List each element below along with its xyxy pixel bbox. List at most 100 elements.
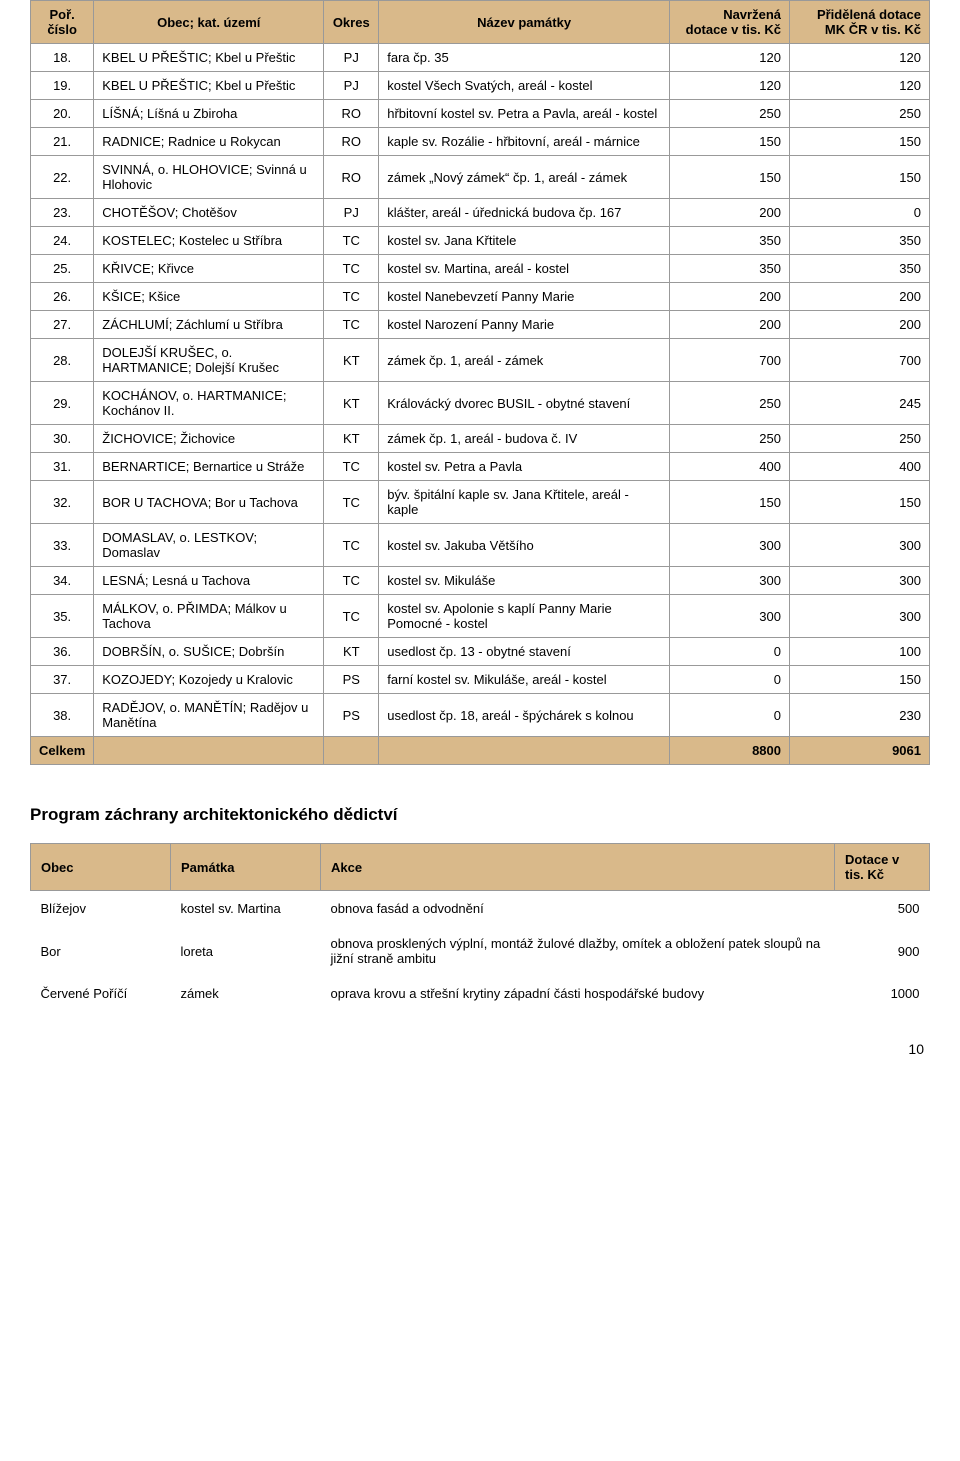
- cell-navr: 200: [670, 199, 790, 227]
- cell-navr: 300: [670, 595, 790, 638]
- total-prid: 9061: [790, 737, 930, 765]
- cell-okres: RO: [324, 100, 379, 128]
- cell-okres: KT: [324, 339, 379, 382]
- cell-obec: KOCHÁNOV, o. HARTMANICE; Kochánov II.: [94, 382, 324, 425]
- cell-okres: KT: [324, 638, 379, 666]
- cell-prid: 350: [790, 227, 930, 255]
- th-por: Poř. číslo: [31, 1, 94, 44]
- cell-navr: 350: [670, 255, 790, 283]
- cell-por: 26.: [31, 283, 94, 311]
- th-nazev: Název památky: [379, 1, 670, 44]
- cell-navr: 200: [670, 311, 790, 339]
- cell-obec: DOMASLAV, o. LESTKOV; Domaslav: [94, 524, 324, 567]
- table-row: 35.MÁLKOV, o. PŘIMDA; Málkov u TachovaTC…: [31, 595, 930, 638]
- cell-por: 31.: [31, 453, 94, 481]
- th-obec: Obec; kat. území: [94, 1, 324, 44]
- table-row: 21.RADNICE; Radnice u RokycanROkaple sv.…: [31, 128, 930, 156]
- cell-por: 38.: [31, 694, 94, 737]
- cell-nazev: býv. špitální kaple sv. Jana Křtitele, a…: [379, 481, 670, 524]
- cell2-akce: obnova prosklených výplní, montáž žulové…: [321, 926, 835, 976]
- table-row: Červené Poříčízámekoprava krovu a střešn…: [31, 976, 930, 1011]
- cell-prid: 0: [790, 199, 930, 227]
- cell-por: 27.: [31, 311, 94, 339]
- total-label: Celkem: [31, 737, 94, 765]
- cell-por: 33.: [31, 524, 94, 567]
- cell2-akce: obnova fasád a odvodnění: [321, 891, 835, 927]
- cell-obec: ŽICHOVICE; Žichovice: [94, 425, 324, 453]
- cell-navr: 120: [670, 72, 790, 100]
- cell-nazev: kostel sv. Jakuba Většího: [379, 524, 670, 567]
- cell-prid: 120: [790, 72, 930, 100]
- cell-por: 34.: [31, 567, 94, 595]
- cell-navr: 400: [670, 453, 790, 481]
- table-row: 30.ŽICHOVICE; ŽichoviceKTzámek čp. 1, ar…: [31, 425, 930, 453]
- cell2-akce: oprava krovu a střešní krytiny západní č…: [321, 976, 835, 1011]
- table-row: 23.CHOTĚŠOV; ChotěšovPJklášter, areál - …: [31, 199, 930, 227]
- cell2-obec: Blížejov: [31, 891, 171, 927]
- cell-obec: RADNICE; Radnice u Rokycan: [94, 128, 324, 156]
- section-title: Program záchrany architektonického dědic…: [30, 805, 930, 825]
- cell-okres: KT: [324, 382, 379, 425]
- cell-navr: 150: [670, 156, 790, 199]
- table-row: 24.KOSTELEC; Kostelec u StříbraTCkostel …: [31, 227, 930, 255]
- cell-nazev: kostel sv. Jana Křtitele: [379, 227, 670, 255]
- cell-prid: 350: [790, 255, 930, 283]
- cell-nazev: kostel sv. Petra a Pavla: [379, 453, 670, 481]
- cell-obec: KŠICE; Kšice: [94, 283, 324, 311]
- cell-prid: 150: [790, 156, 930, 199]
- cell-okres: RO: [324, 128, 379, 156]
- cell-nazev: kaple sv. Rozálie - hřbitovní, areál - m…: [379, 128, 670, 156]
- table-row: 20.LÍŠNÁ; Líšná u ZbirohaROhřbitovní kos…: [31, 100, 930, 128]
- th2-obec: Obec: [31, 844, 171, 891]
- cell-obec: SVINNÁ, o. HLOHOVICE; Svinná u Hlohovic: [94, 156, 324, 199]
- cell-navr: 350: [670, 227, 790, 255]
- cell-obec: MÁLKOV, o. PŘIMDA; Málkov u Tachova: [94, 595, 324, 638]
- cell-por: 37.: [31, 666, 94, 694]
- cell-navr: 700: [670, 339, 790, 382]
- cell-obec: KŘIVCE; Křivce: [94, 255, 324, 283]
- table-row: 28.DOLEJŠÍ KRUŠEC, o. HARTMANICE; Dolejš…: [31, 339, 930, 382]
- cell-por: 21.: [31, 128, 94, 156]
- cell-nazev: kostel Všech Svatých, areál - kostel: [379, 72, 670, 100]
- cell-okres: TC: [324, 524, 379, 567]
- cell-obec: BOR U TACHOVA; Bor u Tachova: [94, 481, 324, 524]
- cell-por: 25.: [31, 255, 94, 283]
- cell-okres: PJ: [324, 44, 379, 72]
- cell2-pam: loreta: [171, 926, 321, 976]
- main-table: Poř. číslo Obec; kat. území Okres Název …: [30, 0, 930, 765]
- table-row: 36.DOBRŠÍN, o. SUŠICE; DobršínKTusedlost…: [31, 638, 930, 666]
- cell-obec: DOBRŠÍN, o. SUŠICE; Dobršín: [94, 638, 324, 666]
- cell-por: 36.: [31, 638, 94, 666]
- th-prid: Přidělená dotace MK ČR v tis. Kč: [790, 1, 930, 44]
- cell-prid: 200: [790, 283, 930, 311]
- secondary-table: Obec Památka Akce Dotace v tis. Kč Blíže…: [30, 843, 930, 1011]
- cell-navr: 0: [670, 666, 790, 694]
- cell-nazev: kostel sv. Apolonie s kaplí Panny Marie …: [379, 595, 670, 638]
- table-total-row: Celkem88009061: [31, 737, 930, 765]
- table-row: 22.SVINNÁ, o. HLOHOVICE; Svinná u Hlohov…: [31, 156, 930, 199]
- cell-por: 35.: [31, 595, 94, 638]
- cell-prid: 300: [790, 595, 930, 638]
- table-row: 37.KOZOJEDY; Kozojedy u KralovicPSfarní …: [31, 666, 930, 694]
- cell-nazev: usedlost čp. 18, areál - špýchárek s kol…: [379, 694, 670, 737]
- cell-nazev: zámek čp. 1, areál - zámek: [379, 339, 670, 382]
- table-row: 34.LESNÁ; Lesná u TachovaTCkostel sv. Mi…: [31, 567, 930, 595]
- cell-okres: TC: [324, 595, 379, 638]
- cell-okres: PJ: [324, 72, 379, 100]
- cell2-dot: 1000: [835, 976, 930, 1011]
- cell-prid: 250: [790, 425, 930, 453]
- cell-nazev: zámek čp. 1, areál - budova č. IV: [379, 425, 670, 453]
- cell-prid: 120: [790, 44, 930, 72]
- th2-akce: Akce: [321, 844, 835, 891]
- cell-prid: 245: [790, 382, 930, 425]
- th-navr: Navržená dotace v tis. Kč: [670, 1, 790, 44]
- cell-navr: 300: [670, 524, 790, 567]
- cell-por: 32.: [31, 481, 94, 524]
- cell-obec: KOSTELEC; Kostelec u Stříbra: [94, 227, 324, 255]
- cell2-dot: 500: [835, 891, 930, 927]
- table-row: 27.ZÁCHLUMÍ; Záchlumí u StříbraTCkostel …: [31, 311, 930, 339]
- cell-obec: LÍŠNÁ; Líšná u Zbiroha: [94, 100, 324, 128]
- cell-por: 28.: [31, 339, 94, 382]
- cell2-obec: Červené Poříčí: [31, 976, 171, 1011]
- cell-navr: 120: [670, 44, 790, 72]
